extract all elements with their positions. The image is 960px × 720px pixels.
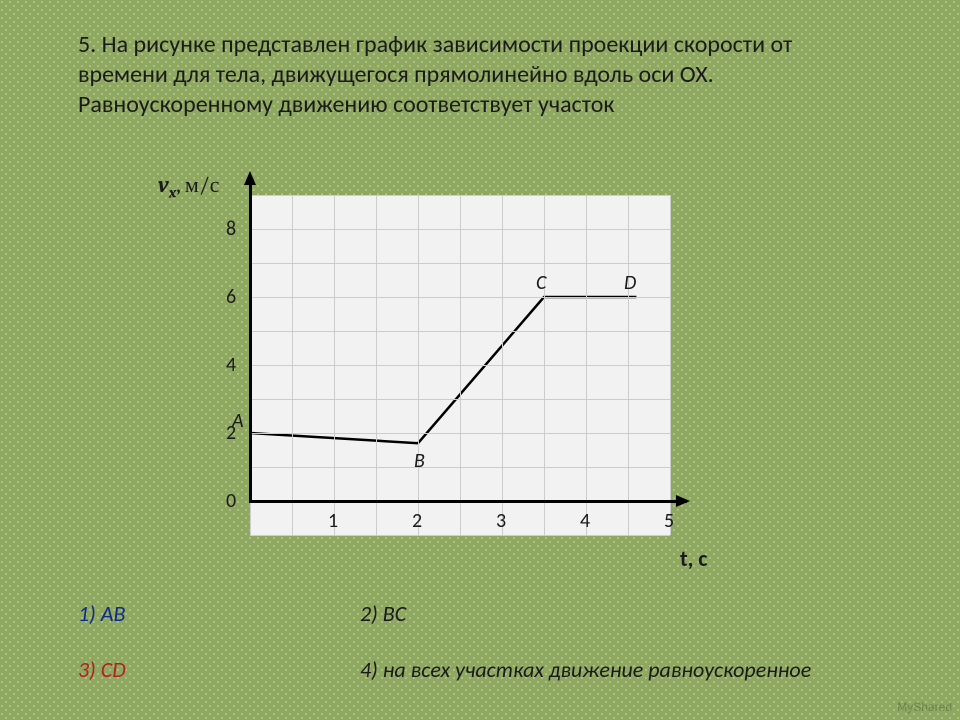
x-tick-4: 4: [580, 509, 590, 533]
y-tick-8: 8: [226, 217, 236, 241]
point-label-C: C: [536, 271, 546, 295]
x-tick-5: 5: [664, 509, 674, 533]
point-label-A: A: [232, 409, 244, 433]
slide: 5. На рисунке представлен график зависим…: [0, 0, 960, 720]
x-tick-2: 2: [412, 509, 422, 533]
x-tick-1: 1: [328, 509, 338, 533]
x-tick-3: 3: [496, 509, 506, 533]
y-tick-4: 4: [226, 353, 236, 377]
watermark: MyShared: [897, 700, 952, 714]
y-axis-label: vx, м/с: [158, 172, 219, 201]
point-label-B: B: [414, 449, 425, 473]
velocity-time-chart: 0246812345ABCD: [250, 195, 670, 535]
y-tick-6: 6: [226, 285, 236, 309]
y-tick-0: 0: [226, 489, 236, 513]
answer-2: 2) ВС: [360, 600, 960, 627]
point-label-D: D: [624, 271, 636, 295]
answer-4: 4) на всех участках движение равноускоре…: [360, 656, 960, 683]
x-axis-label: t, c: [680, 545, 707, 572]
question-text: 5. На рисунке представлен график зависим…: [78, 30, 878, 120]
